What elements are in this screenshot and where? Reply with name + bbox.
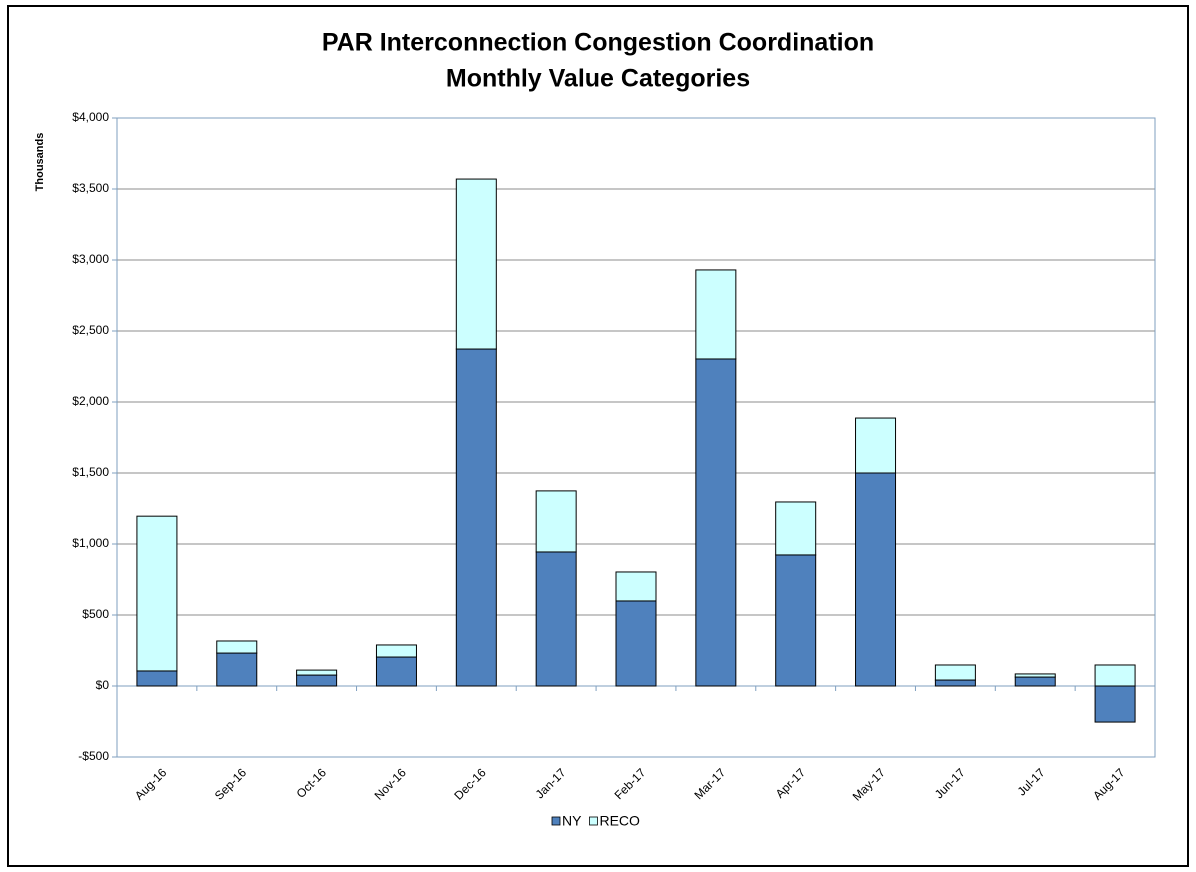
bar: [615, 600, 657, 687]
y-tick-label: $1,500: [72, 465, 109, 479]
legend-swatch: [589, 816, 598, 826]
y-tick-label: $2,500: [72, 323, 109, 337]
bar: [934, 679, 976, 687]
bar: [934, 664, 976, 681]
bar: [1014, 673, 1056, 678]
bar: [775, 554, 817, 687]
y-tick-label: -$500: [78, 749, 109, 763]
bar: [615, 571, 657, 602]
y-tick-label: $3,000: [72, 252, 109, 266]
bar: [136, 670, 178, 687]
bar: [535, 551, 577, 687]
bar: [296, 674, 338, 687]
y-tick-label: $4,000: [72, 110, 109, 124]
bar: [855, 472, 897, 687]
y-axis-label: Thousands: [34, 133, 46, 192]
bar: [535, 490, 577, 553]
chart-subtitle: Monthly Value Categories: [446, 65, 750, 93]
legend-label: RECO: [599, 813, 640, 829]
y-tick-label: $3,500: [72, 181, 109, 195]
bar: [855, 417, 897, 474]
plot-area: [116, 117, 1156, 758]
bar: [296, 669, 338, 676]
bar: [455, 178, 497, 350]
bar: [375, 656, 417, 687]
chart-frame: [7, 5, 1189, 867]
bar: [1014, 676, 1056, 687]
bar: [1094, 685, 1136, 723]
y-tick-label: $0: [96, 678, 110, 692]
bar: [216, 652, 258, 687]
bar: [775, 501, 817, 556]
y-tick-label: $2,000: [72, 394, 109, 408]
bar: [375, 644, 417, 658]
legend-label: NY: [562, 813, 582, 829]
chart-title: PAR Interconnection Congestion Coordinat…: [322, 29, 874, 57]
bar: [695, 358, 737, 687]
y-tick-label: $500: [82, 607, 109, 621]
bar: [1094, 664, 1136, 687]
bar: [695, 269, 737, 360]
bar: [136, 515, 178, 672]
y-tick-label: $1,000: [72, 536, 109, 550]
bar: [455, 348, 497, 687]
legend-swatch: [551, 816, 561, 826]
bar: [216, 640, 258, 654]
